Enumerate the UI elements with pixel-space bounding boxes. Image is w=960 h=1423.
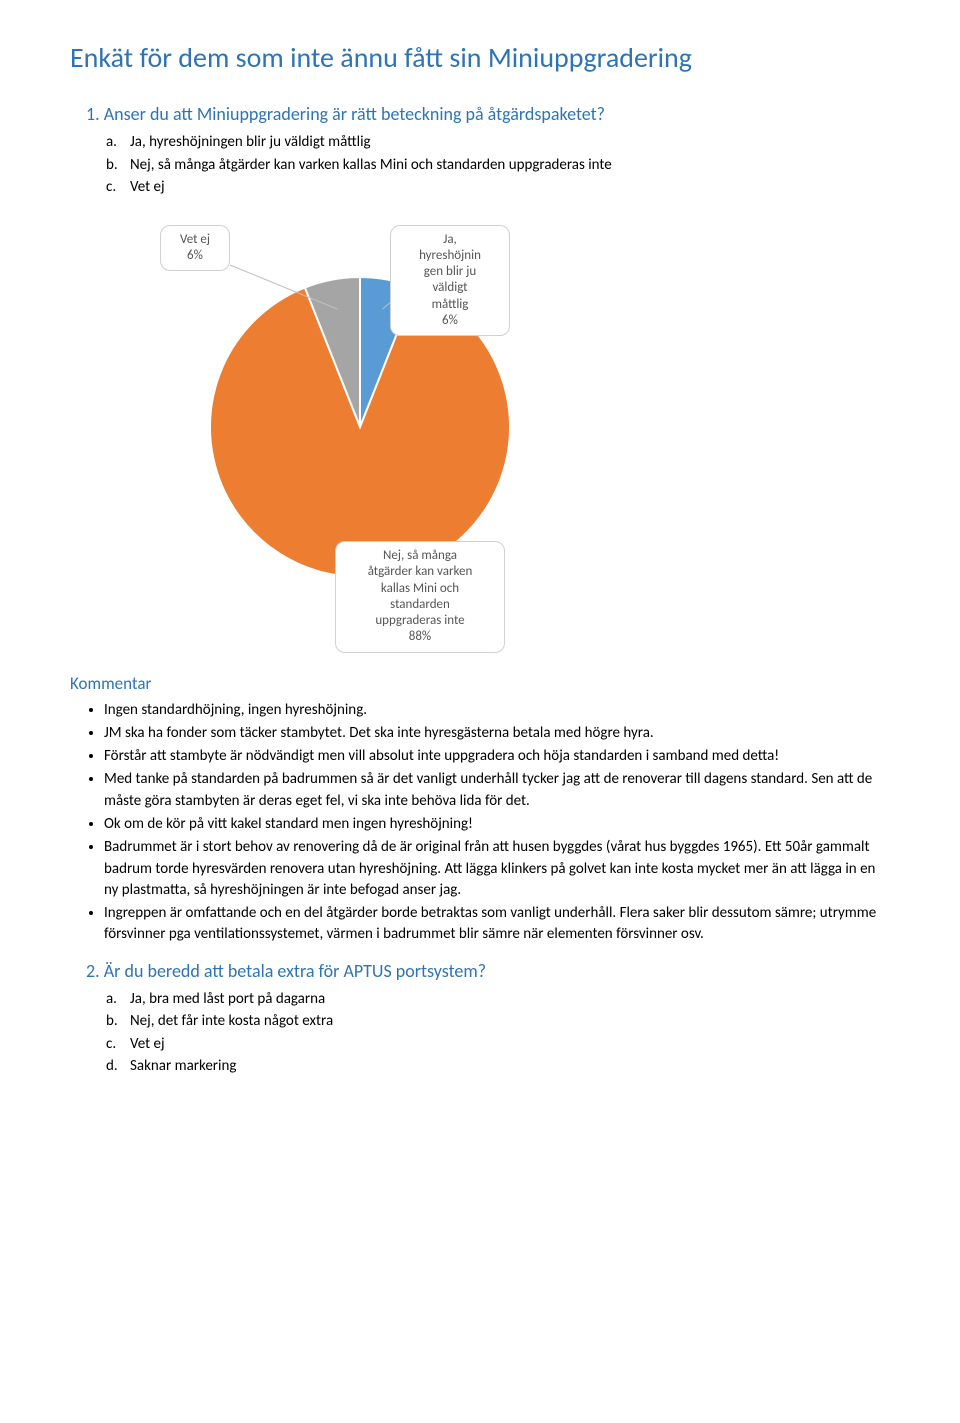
callout-line: kallas Mini och [381,581,459,596]
callout-line: gen blir ju [424,264,476,279]
q2-option-c: c. Vet ej [130,1033,890,1056]
q1-options: a. Ja, hyreshöjningen blir ju väldigt må… [70,131,890,199]
callout-vet-ej: Vet ej 6% [160,225,230,272]
comment-list: Ingen standardhöjning, ingen hyreshöjnin… [70,700,890,946]
callout-line: standarden [390,597,450,612]
callout-line: hyreshöjnin [419,248,481,263]
option-text: Ja, hyreshöjningen blir ju väldigt måttl… [130,133,371,151]
option-letter: a. [106,131,117,154]
q2-option-a: a. Ja, bra med låst port på dagarna [130,988,890,1011]
option-text: Nej, så många åtgärder kan varken kallas… [130,156,612,174]
comment-item: Förstår att stambyte är nödvändigt men v… [104,746,890,767]
option-letter: c. [106,176,116,199]
option-text: Vet ej [130,178,165,196]
option-text: Vet ej [130,1035,165,1053]
q1-number: 1. [86,103,100,125]
q2-option-b: b. Nej, det får inte kosta något extra [130,1010,890,1033]
callout-line: åtgärder kan varken [368,564,473,579]
comment-item: JM ska ha fonder som täcker stambytet. D… [104,723,890,744]
q1-option-a: a. Ja, hyreshöjningen blir ju väldigt må… [130,131,890,154]
option-letter: a. [106,988,117,1011]
option-letter: c. [106,1033,116,1056]
option-text: Nej, det får inte kosta något extra [130,1012,333,1030]
comment-item: Badrummet är i stort behov av renovering… [104,837,890,901]
comment-item: Ingreppen är omfattande och en del åtgär… [104,903,890,946]
callout-line: väldigt [433,280,468,295]
document-title: Enkät för dem som inte ännu fått sin Min… [70,40,890,75]
callout-nej: Nej, så många åtgärder kan varken kallas… [335,541,505,653]
comment-item: Med tanke på standarden på badrummen så … [104,769,890,812]
callout-line: 6% [442,313,458,328]
option-letter: d. [106,1055,118,1078]
q2-options: a. Ja, bra med låst port på dagarna b. N… [70,988,890,1078]
question-2-heading: 2. Är du beredd att betala extra för APT… [70,960,890,982]
option-text: Ja, bra med låst port på dagarna [130,990,325,1008]
comment-item: Ingen standardhöjning, ingen hyreshöjnin… [104,700,890,721]
comment-item: Ok om de kör på vitt kakel standard men … [104,814,890,835]
q1-option-b: b. Nej, så många åtgärder kan varken kal… [130,154,890,177]
pie-chart: Vet ej 6% Ja, hyreshöjnin gen blir ju vä… [130,217,590,657]
question-1-heading: 1. Anser du att Miniuppgradering är rätt… [70,103,890,125]
q1-text: Anser du att Miniuppgradering är rätt be… [104,103,605,125]
q1-option-c: c. Vet ej [130,176,890,199]
q2-text: Är du beredd att betala extra för APTUS … [104,960,486,982]
callout-line: 6% [187,248,203,263]
callout-line: uppgraderas inte [375,613,464,628]
callout-line: Vet ej [180,232,210,247]
callout-line: Nej, så många [383,548,457,563]
option-text: Saknar markering [130,1057,236,1075]
kommentar-heading: Kommentar [70,673,890,694]
option-letter: b. [106,1010,118,1033]
option-letter: b. [106,154,118,177]
callout-line: Ja, [443,232,457,247]
callout-line: 88% [409,629,431,644]
callout-line: måttlig [432,297,469,312]
q2-number: 2. [86,960,100,982]
callout-ja: Ja, hyreshöjnin gen blir ju väldigt mått… [390,225,510,337]
q2-option-d: d. Saknar markering [130,1055,890,1078]
